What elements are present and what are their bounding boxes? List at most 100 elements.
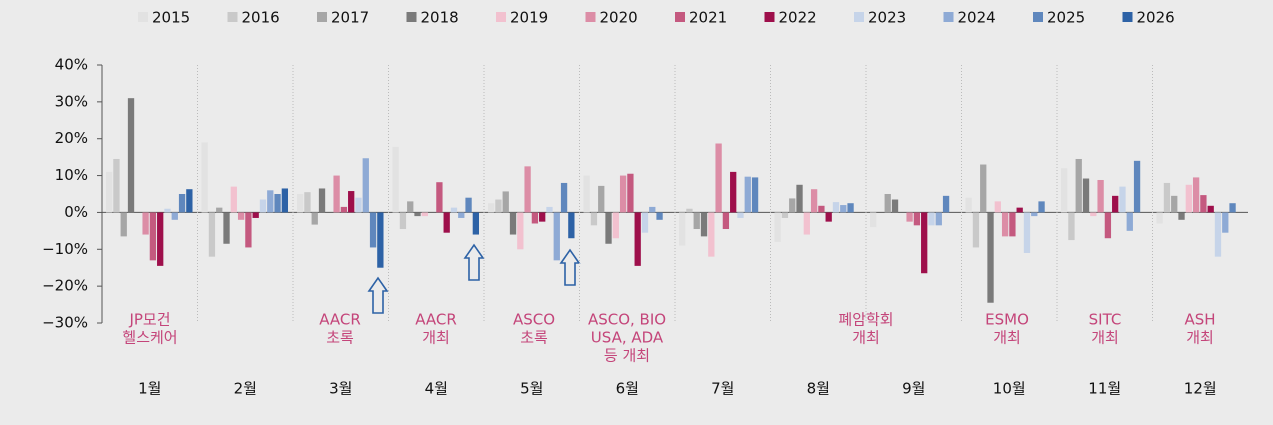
bar bbox=[1178, 212, 1185, 220]
x-tick-label: 7월 bbox=[711, 380, 734, 398]
bar bbox=[369, 212, 377, 248]
x-tick-label: 5월 bbox=[520, 380, 543, 398]
legend-swatch bbox=[943, 12, 954, 22]
bar bbox=[744, 176, 751, 213]
y-tick-label: 0% bbox=[64, 203, 88, 221]
annotation: USA, ADA bbox=[591, 329, 664, 347]
x-tick-label: 4월 bbox=[425, 380, 448, 398]
bar bbox=[488, 203, 495, 213]
bar bbox=[1001, 212, 1009, 237]
bar bbox=[891, 199, 899, 213]
bar bbox=[186, 189, 193, 213]
bar bbox=[458, 212, 465, 218]
bar bbox=[208, 212, 216, 257]
legend-swatch bbox=[317, 12, 327, 22]
bar bbox=[304, 192, 311, 213]
annotation: 초록 bbox=[520, 329, 548, 347]
arrow bbox=[559, 248, 581, 286]
bar bbox=[1009, 212, 1016, 237]
annotation: ASCO bbox=[513, 311, 555, 329]
y-tick-label: 30% bbox=[55, 92, 88, 110]
bar bbox=[1171, 195, 1178, 213]
bar bbox=[686, 208, 693, 213]
bar bbox=[803, 212, 810, 235]
bar bbox=[465, 197, 472, 213]
annotation: AACR bbox=[415, 311, 457, 329]
bar bbox=[598, 185, 605, 213]
bar bbox=[1200, 195, 1207, 213]
y-tick-label: −20% bbox=[42, 277, 88, 295]
bar bbox=[553, 212, 560, 261]
bar bbox=[414, 212, 421, 217]
bar bbox=[1214, 212, 1222, 257]
bar bbox=[825, 212, 832, 222]
arrows bbox=[367, 243, 581, 314]
annotation: 등 개최 bbox=[604, 347, 650, 365]
bar bbox=[252, 212, 259, 218]
bar bbox=[157, 212, 164, 266]
annotation: SITC bbox=[1089, 311, 1122, 329]
bar bbox=[1163, 182, 1171, 213]
bar bbox=[913, 212, 921, 226]
annotation: 폐암학회 bbox=[838, 311, 893, 329]
x-tick-label: 1월 bbox=[138, 380, 161, 398]
bar bbox=[377, 212, 384, 268]
bar bbox=[524, 166, 531, 213]
bar bbox=[1229, 203, 1236, 213]
legend-label: 2017 bbox=[331, 9, 369, 27]
bar bbox=[436, 182, 443, 213]
bar bbox=[987, 212, 994, 303]
annotation: 개최 bbox=[1091, 329, 1119, 347]
bar bbox=[722, 212, 730, 230]
bar bbox=[1023, 212, 1031, 253]
bar bbox=[700, 212, 708, 237]
legend-label: 2024 bbox=[958, 9, 996, 27]
legend-swatch bbox=[406, 12, 417, 22]
bar bbox=[810, 189, 818, 213]
bar bbox=[178, 194, 186, 213]
bar bbox=[730, 171, 737, 213]
legend-swatch bbox=[764, 12, 775, 22]
annotation: ESMO bbox=[985, 311, 1029, 329]
legend-swatch bbox=[675, 12, 685, 22]
legend-swatch bbox=[1033, 12, 1043, 22]
bar bbox=[281, 188, 289, 213]
x-tick-label: 6월 bbox=[616, 380, 639, 398]
bar bbox=[906, 212, 913, 222]
bar bbox=[509, 212, 517, 235]
bar bbox=[980, 164, 987, 213]
bar bbox=[171, 212, 178, 220]
bar bbox=[1112, 195, 1119, 213]
arrow bbox=[367, 276, 389, 314]
bar bbox=[1133, 160, 1141, 213]
bar bbox=[267, 190, 274, 213]
annotation: 개최 bbox=[852, 329, 880, 347]
annotation: ASH bbox=[1184, 311, 1215, 329]
bar bbox=[216, 207, 223, 213]
bar bbox=[994, 201, 1001, 213]
bar bbox=[1031, 212, 1038, 217]
bar bbox=[693, 212, 700, 230]
bar bbox=[1104, 212, 1112, 239]
bar bbox=[751, 177, 759, 213]
bar bbox=[1075, 158, 1082, 213]
bar bbox=[546, 206, 553, 213]
bar bbox=[340, 206, 348, 213]
legend-swatch bbox=[585, 12, 596, 22]
bar bbox=[972, 212, 980, 248]
bar bbox=[935, 212, 942, 226]
bar bbox=[789, 198, 796, 213]
bar bbox=[619, 175, 627, 213]
legend-swatch bbox=[854, 12, 864, 22]
bar bbox=[237, 212, 245, 220]
legend-swatch bbox=[1122, 12, 1133, 22]
legend-label: 2015 bbox=[152, 9, 190, 27]
bar bbox=[1119, 186, 1126, 213]
x-tick-label: 9월 bbox=[902, 380, 925, 398]
bar bbox=[274, 194, 281, 213]
bar bbox=[472, 212, 480, 235]
bar bbox=[774, 212, 781, 242]
bar bbox=[318, 188, 326, 213]
annotation: 헬스케어 bbox=[122, 329, 177, 347]
annotation: 개최 bbox=[993, 329, 1021, 347]
